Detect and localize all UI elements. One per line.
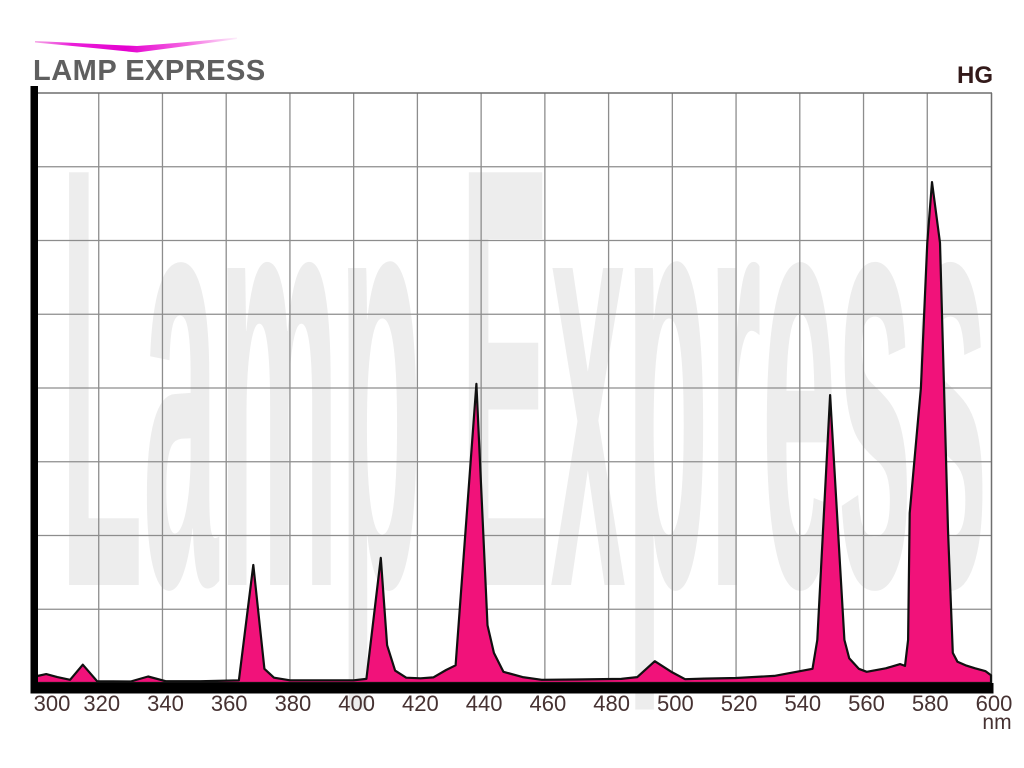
x-tick-label: 580: [912, 691, 949, 716]
x-tick-label: 400: [338, 691, 375, 716]
x-tick-label: 440: [466, 691, 503, 716]
lamp-type-label: HG: [957, 62, 993, 89]
x-tick-label: 420: [402, 691, 439, 716]
x-axis-line: [30, 683, 994, 694]
x-tick-label: 600: [976, 691, 1013, 716]
x-tick-label: 300: [34, 691, 71, 716]
x-tick-label: 540: [784, 691, 821, 716]
x-tick-label: 500: [657, 691, 694, 716]
logo-swoosh-icon: [35, 37, 237, 53]
x-tick-label: 520: [721, 691, 758, 716]
x-tick-label: 360: [211, 691, 248, 716]
x-tick-label: 320: [83, 691, 120, 716]
x-tick-label: 560: [848, 691, 885, 716]
logo-text: LAMP EXPRESS: [33, 55, 266, 87]
x-axis-unit-label: nm: [982, 711, 1011, 734]
x-tick-label: 380: [275, 691, 312, 716]
x-tick-label: 340: [147, 691, 184, 716]
spectrum-area: [33, 181, 993, 685]
y-axis-line: [30, 86, 38, 693]
x-tick-label: 480: [593, 691, 630, 716]
watermark-text: Lamp Express: [60, 43, 988, 716]
x-tick-label: 460: [530, 691, 567, 716]
